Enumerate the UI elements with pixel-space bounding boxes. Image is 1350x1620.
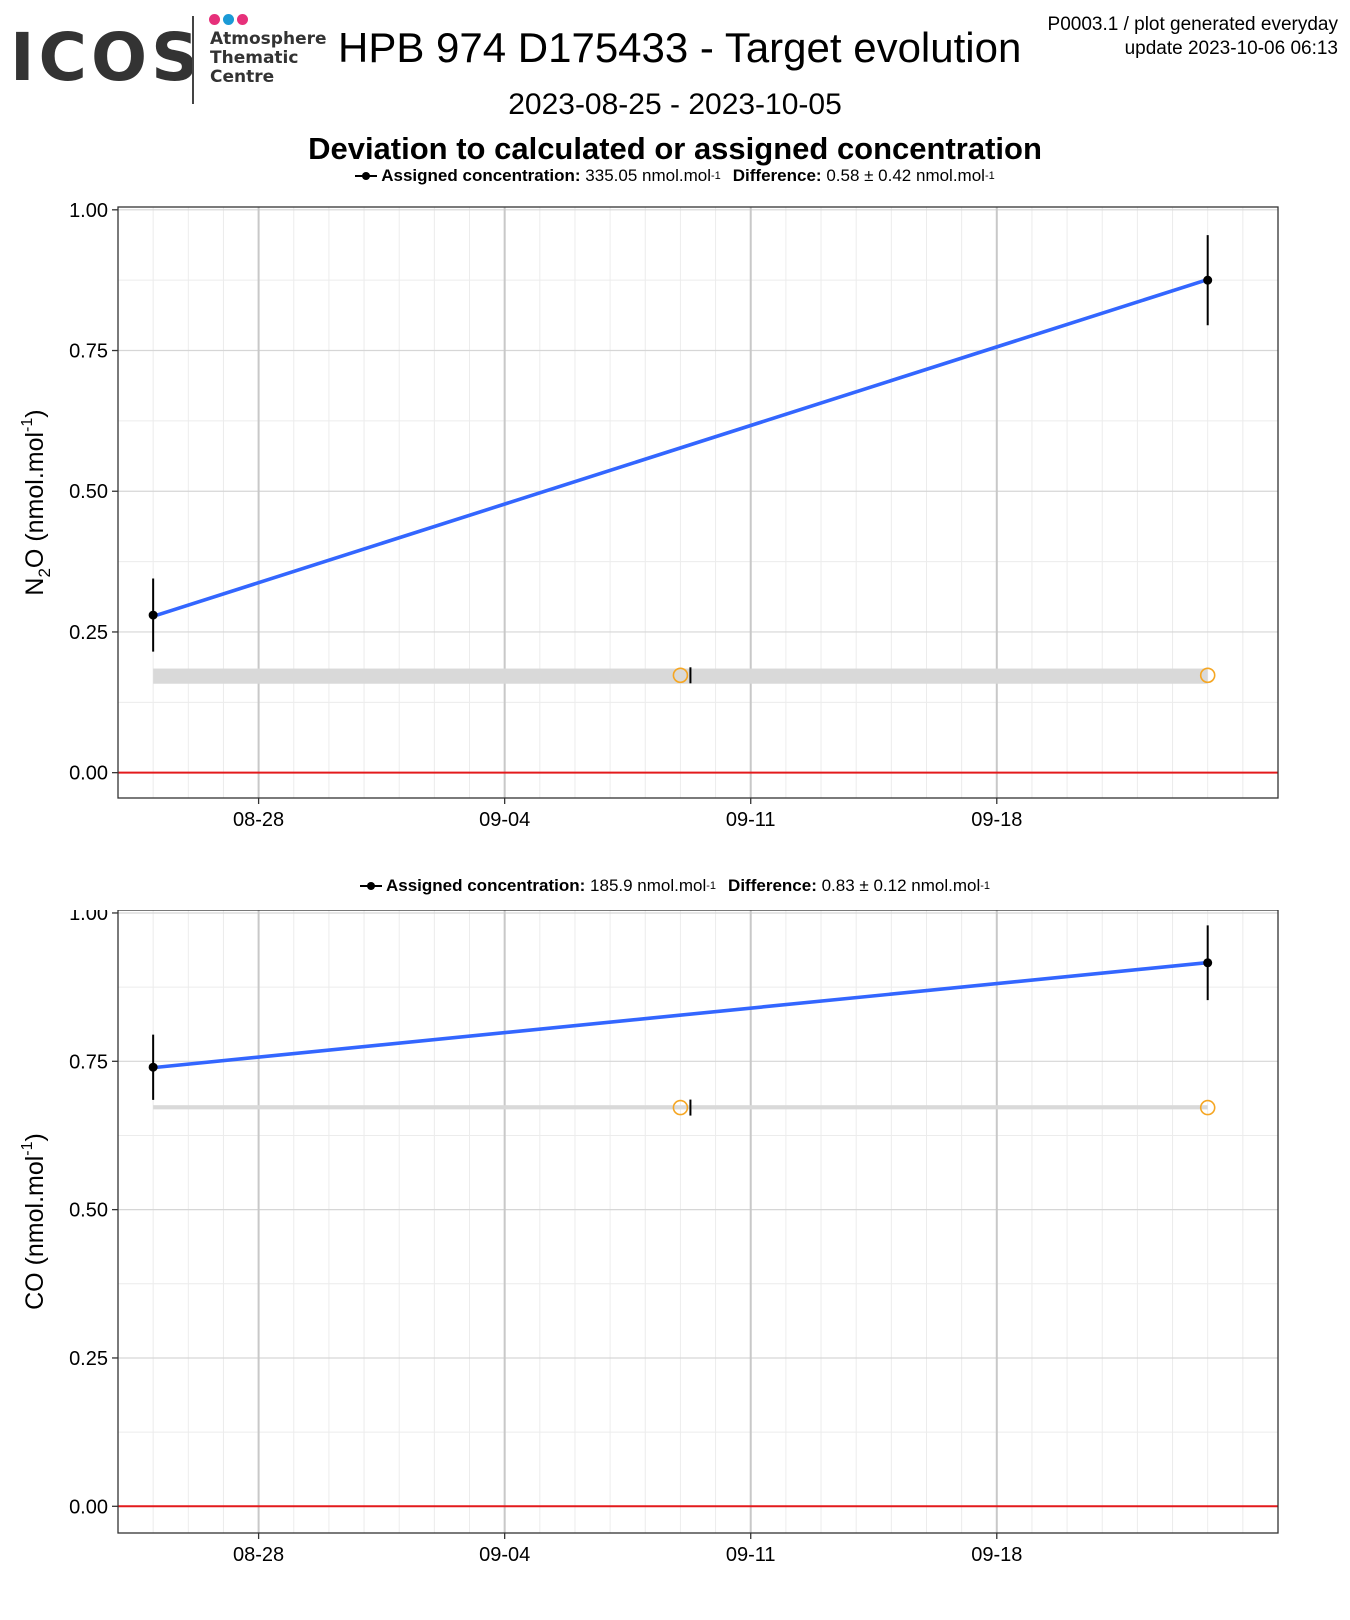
panel-border xyxy=(117,910,1279,1534)
open-point-marker xyxy=(1199,1099,1216,1116)
y-tick-label: 0.50 xyxy=(69,481,108,503)
n2o-chart: 0.00 0.25 0.50 0.75 1.00 08-28 09-04 09-11 09-18… xyxy=(19,200,1279,831)
x-tick-label: 09-04 xyxy=(479,1544,530,1566)
uncertainty-band xyxy=(153,1105,1208,1110)
y-tick-label: 0.75 xyxy=(69,1051,108,1073)
y-axis-label-part: O (nmol.mol xyxy=(21,432,49,568)
legend-sup: -1 xyxy=(710,170,721,182)
x-tick-label: 08-28 xyxy=(233,809,284,831)
x-tick-label: 09-18 xyxy=(971,809,1022,831)
x-tick-label: 09-11 xyxy=(726,809,776,831)
legend-co: Assigned concentration: 185.9 nmol.mol -1… xyxy=(0,876,1350,896)
logo-subtitle-line: Centre xyxy=(210,67,275,87)
y-axis-label: N2O (nmol.mol-1) xyxy=(19,409,54,595)
legend-assigned-value: 185.9 nmol.mol xyxy=(590,876,707,895)
data-point xyxy=(1203,275,1213,285)
legend-sup: -1 xyxy=(984,170,995,182)
y-axis-label-part: ) xyxy=(21,1133,49,1141)
legend-difference-value: 0.83 ± 0.12 nmol.mol xyxy=(821,876,981,895)
data-point xyxy=(148,1062,158,1072)
logo-subtitle-line: Thematic xyxy=(210,48,299,68)
logo-subtitle-line: Atmosphere xyxy=(210,29,327,49)
logo-subtitle: Atmosphere Thematic Centre xyxy=(210,30,327,87)
open-point-marker xyxy=(1199,667,1216,684)
y-axis-label-part: CO (nmol.mol xyxy=(21,1156,49,1310)
legend-assigned-label: Assigned concentration: xyxy=(385,876,586,895)
trend-line xyxy=(156,961,1206,1070)
open-point-marker xyxy=(672,1099,689,1116)
legend-difference-label: Difference: xyxy=(728,876,817,895)
logo-dot-pink xyxy=(209,14,220,25)
legend-sup: -1 xyxy=(706,880,717,892)
legend-sup: -1 xyxy=(980,880,991,892)
icos-logo-text: ICOS xyxy=(10,19,203,96)
y-tick-label: 0.00 xyxy=(69,1496,108,1518)
date-range: 2023-08-25 - 2023-10-05 xyxy=(508,88,842,121)
y-tick-label: 0.75 xyxy=(69,341,108,363)
legend-assigned-label: Assigned concentration: xyxy=(381,166,581,185)
legend-point-icon xyxy=(355,170,378,182)
logo-dot-pink-2 xyxy=(237,14,248,25)
update-timestamp: update 2023-10-06 06:13 xyxy=(1124,38,1338,59)
legend-n2o: Assigned concentration: 335.05 nmol.mol -… xyxy=(0,166,1350,186)
co-chart: 0.00 0.25 0.50 0.75 1.00 08-28 09-04 09-11 09-18… xyxy=(19,910,1279,1566)
legend-assigned-value: 335.05 nmol.mol xyxy=(585,166,711,185)
product-line: P0003.1 / plot generated everyday xyxy=(1047,14,1338,35)
page-title: HPB 974 D175433 - Target evolution xyxy=(338,24,1022,71)
open-point-marker xyxy=(672,667,689,684)
data-point xyxy=(148,610,158,620)
legend-difference-label: Difference: xyxy=(732,166,822,185)
y-axis-label-subscript: 2 xyxy=(35,568,54,577)
y-tick-label: 1.00 xyxy=(69,200,108,222)
x-tick-label: 09-18 xyxy=(971,1544,1022,1566)
x-tick-label: 09-11 xyxy=(726,1544,776,1566)
y-axis-label-part: N xyxy=(21,578,49,596)
y-tick-label: 0.00 xyxy=(69,763,108,785)
legend-point-icon xyxy=(359,880,382,892)
logo-dot-blue xyxy=(223,14,234,25)
y-axis-label-superscript: -1 xyxy=(19,1141,36,1155)
logo-separator xyxy=(192,16,194,104)
chart-subtitle: Deviation to calculated or assigned conc… xyxy=(308,131,1042,166)
y-axis-label-superscript: -1 xyxy=(19,418,36,432)
y-tick-label: 0.50 xyxy=(69,1200,108,1222)
data-point xyxy=(1203,958,1213,968)
y-tick-label: 0.25 xyxy=(69,622,108,644)
legend-difference-value: 0.58 ± 0.42 nmol.mol xyxy=(826,166,985,185)
trend-line xyxy=(156,278,1207,617)
x-tick-label: 08-28 xyxy=(233,1544,284,1566)
y-axis-label-part: ) xyxy=(21,409,49,417)
y-tick-label: 0.25 xyxy=(69,1348,108,1370)
logo-dots-icon xyxy=(209,14,251,26)
y-axis-label: CO (nmol.mol-1) xyxy=(19,1133,49,1310)
panel-border xyxy=(117,206,1279,799)
x-tick-label: 09-04 xyxy=(479,809,530,831)
y-tick-label: 1.00 xyxy=(69,910,108,925)
uncertainty-band xyxy=(153,668,1208,684)
